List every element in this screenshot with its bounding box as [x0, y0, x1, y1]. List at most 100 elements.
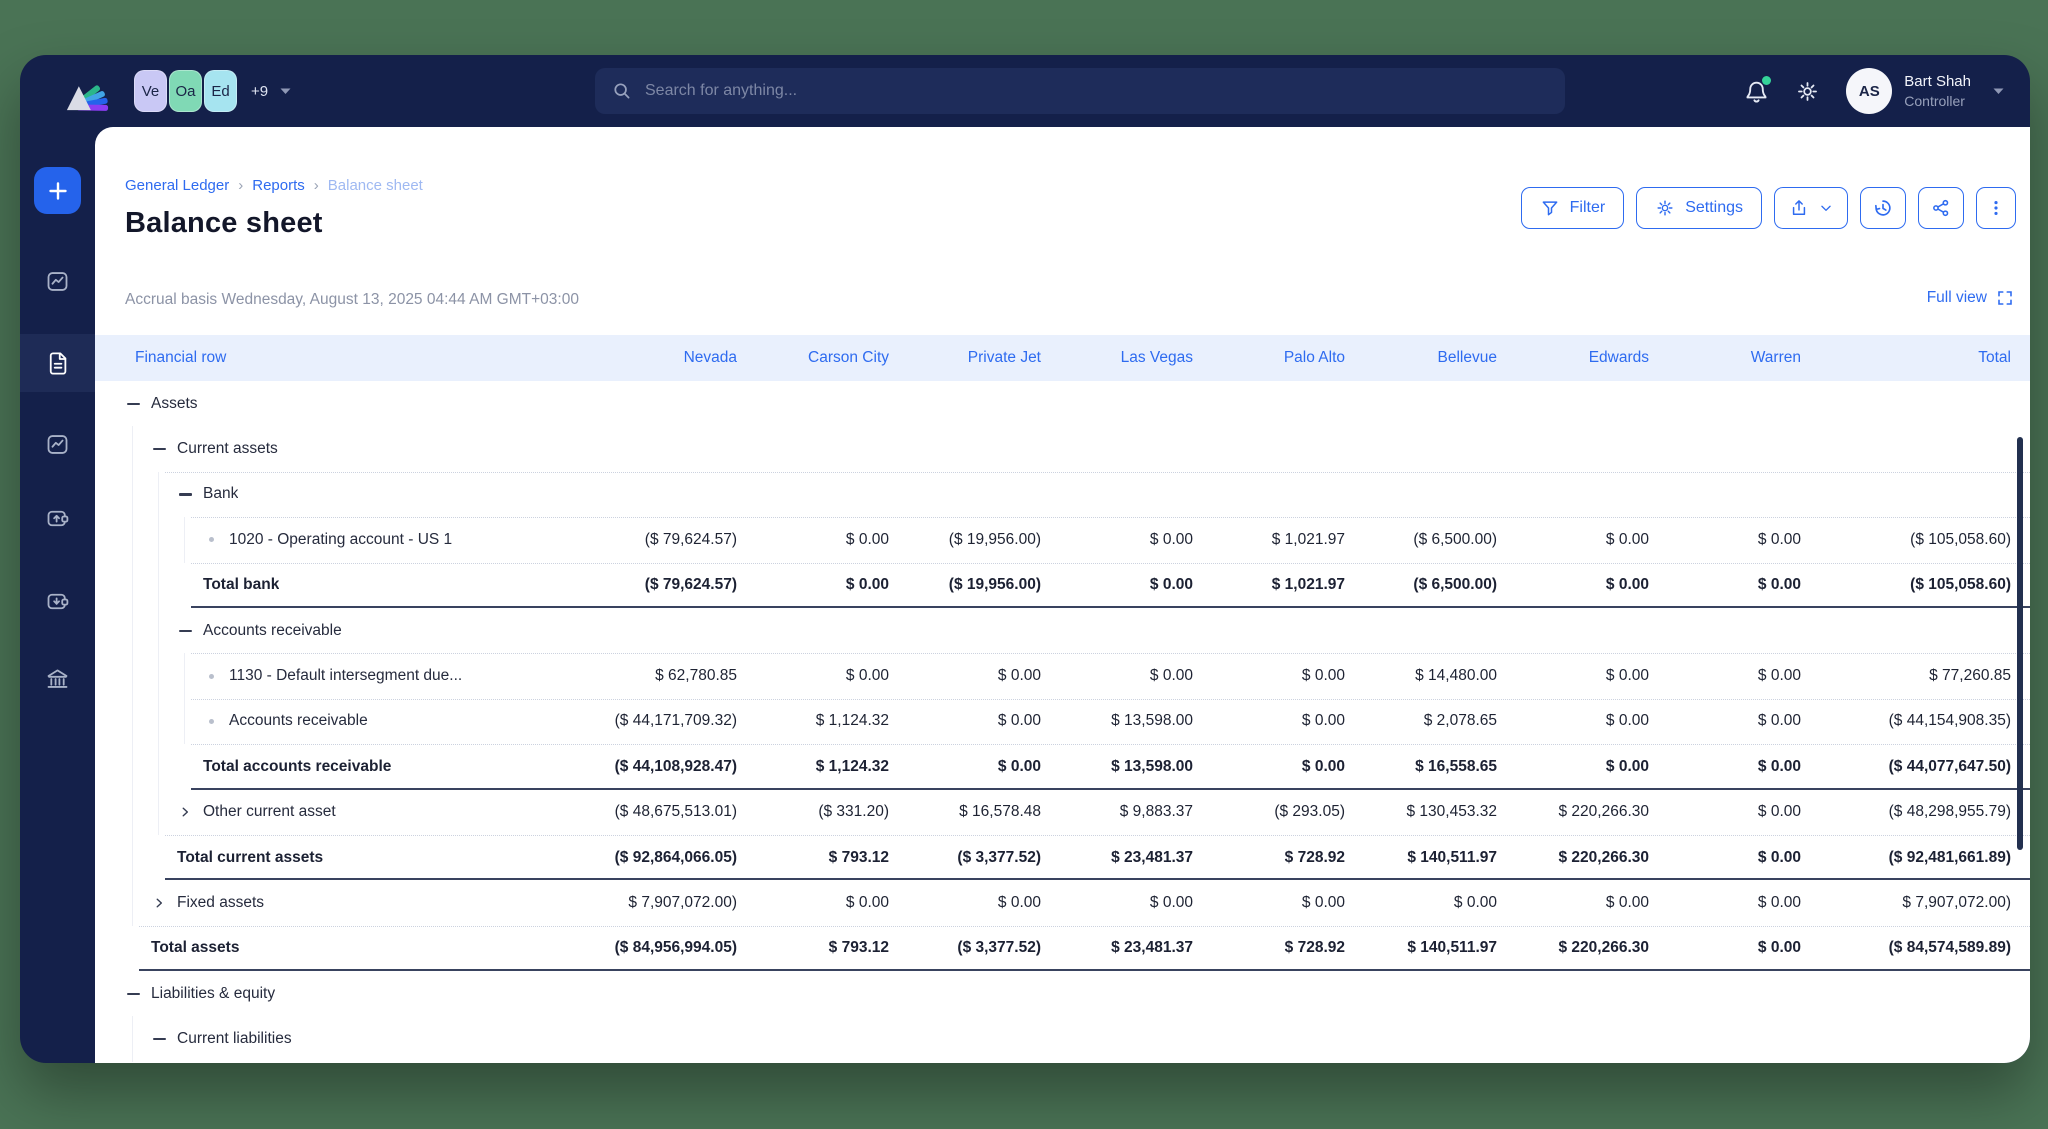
cell-warren: $ 0.00: [1757, 803, 1801, 821]
cell-carson-city: $ 793.12: [828, 939, 889, 957]
cell-carson-city: $ 0.00: [845, 530, 889, 548]
cell-edwards: $ 220,266.30: [1558, 803, 1649, 821]
report-settings-button[interactable]: Settings: [1636, 187, 1762, 229]
cell-edwards: $ 0.00: [1605, 712, 1649, 730]
kebab-menu-icon: [1994, 201, 1998, 215]
collapse-toggle-icon[interactable]: [125, 986, 141, 1002]
row-label[interactable]: 1020 - Operating account - US 1: [229, 530, 453, 548]
column-header-total[interactable]: Total: [1978, 349, 2011, 366]
row-label[interactable]: 1130 - Default intersegment due...: [229, 667, 463, 685]
collapse-toggle-icon[interactable]: [125, 396, 141, 412]
cell-warren: $ 0.00: [1757, 848, 1801, 866]
tree-guide-line: [158, 517, 159, 563]
cell-warren: $ 0.00: [1757, 757, 1801, 775]
tree-guide-line: [158, 653, 159, 699]
collapse-toggle-icon[interactable]: [151, 441, 167, 457]
sidebar-item-reports[interactable]: [20, 334, 95, 392]
expand-toggle-icon[interactable]: [177, 804, 193, 820]
row-label[interactable]: Accounts receivable: [203, 621, 342, 639]
tree-guide-line: [132, 1016, 133, 1062]
table-row-current-liabilities: Current liabilities: [95, 1016, 2030, 1062]
breadcrumb: General Ledger › Reports › Balance sheet: [125, 177, 423, 194]
full-view-button[interactable]: Full view: [1927, 289, 2014, 307]
share-button[interactable]: [1918, 187, 1964, 229]
sidebar-item-banking[interactable]: [20, 649, 95, 707]
cell-carson-city: $ 793.12: [828, 848, 889, 866]
settings-menu-button[interactable]: [1795, 79, 1820, 104]
row-label[interactable]: Accounts receivable: [229, 712, 368, 730]
cell-las-vegas: $ 9,883.37: [1119, 803, 1193, 821]
expand-icon: [1998, 291, 2012, 305]
row-label[interactable]: Bank: [203, 485, 239, 503]
row-label[interactable]: Assets: [151, 394, 198, 412]
tree-guide-line: [132, 607, 133, 654]
column-header-palo-alto[interactable]: Palo Alto: [1283, 349, 1345, 366]
column-header-private-jet[interactable]: Private Jet: [967, 349, 1041, 366]
bell-icon: [1746, 81, 1767, 102]
row-label[interactable]: Current assets: [177, 440, 278, 458]
table-row-1130-default-intersegment-due: 1130 - Default intersegment due... $ 62,7…: [95, 653, 2030, 699]
row-label[interactable]: Fixed assets: [177, 893, 265, 911]
cell-private-jet: $ 16,578.48: [959, 803, 1041, 821]
breadcrumb-link-reports[interactable]: Reports: [252, 177, 305, 194]
history-button[interactable]: [1860, 187, 1906, 229]
collapse-toggle-icon[interactable]: [177, 486, 193, 502]
column-header-nevada[interactable]: Nevada: [683, 349, 737, 366]
entity-chip-ed[interactable]: Ed: [204, 70, 237, 112]
user-menu[interactable]: AS Bart Shah Controller: [1846, 68, 2004, 114]
export-button[interactable]: [1774, 187, 1848, 229]
cell-palo-alto: $ 0.00: [1301, 667, 1345, 685]
brand-logo[interactable]: [64, 68, 110, 114]
line-chart-icon: [47, 434, 68, 454]
sidebar-item-payments-in[interactable]: [20, 572, 95, 630]
row-label[interactable]: Current liabilities: [177, 1030, 292, 1048]
collapse-toggle-icon[interactable]: [177, 623, 193, 639]
tree-guide-line: [132, 698, 133, 745]
sidebar-item-analytics[interactable]: [20, 415, 95, 473]
cell-palo-alto: $ 728.92: [1284, 939, 1345, 957]
search-input[interactable]: [645, 82, 1549, 100]
scrollbar-thumb[interactable]: [2017, 437, 2023, 850]
expand-toggle-icon[interactable]: [151, 895, 167, 911]
export-icon: [1792, 200, 1806, 215]
table-row-other-current-asset: Other current asset ($ 48,675,513.01) ($ 3…: [95, 789, 2030, 835]
tree-guide-line: [132, 562, 133, 608]
collapse-toggle-icon[interactable]: [151, 1031, 167, 1047]
entity-chip-oa[interactable]: Oa: [169, 70, 202, 112]
row-label[interactable]: Other current asset: [203, 803, 336, 821]
table-row-1020-operating-account-us-1: 1020 - Operating account - US 1 ($ 79,624…: [95, 517, 2030, 563]
entity-chip-ve[interactable]: Ve: [134, 70, 167, 112]
column-header-warren[interactable]: Warren: [1750, 349, 1801, 366]
entity-switcher-caret-icon[interactable]: [280, 88, 291, 95]
entity-overflow-count[interactable]: +9: [251, 82, 269, 100]
cell-nevada: ($ 84,956,994.05): [614, 939, 737, 957]
column-header-financial-row[interactable]: Financial row: [135, 349, 227, 366]
tree-guide-line: [132, 744, 133, 790]
more-actions-button[interactable]: [1976, 187, 2016, 229]
column-header-las-vegas[interactable]: Las Vegas: [1120, 349, 1193, 366]
sidebar-item-payments-out[interactable]: [20, 489, 95, 547]
cell-carson-city: $ 0.00: [845, 893, 889, 911]
cell-palo-alto: ($ 293.05): [1274, 803, 1345, 821]
row-label[interactable]: Liabilities & equity: [151, 984, 276, 1002]
breadcrumb-link-general-ledger[interactable]: General Ledger: [125, 177, 230, 194]
column-header-bellevue[interactable]: Bellevue: [1437, 349, 1497, 366]
sidebar-item-add[interactable]: [34, 167, 81, 214]
tree-guide-line: [132, 426, 133, 472]
table-row-liabilities-equity: Liabilities & equity: [95, 971, 2030, 1016]
history-icon: [1875, 200, 1891, 216]
cell-nevada: ($ 48,675,513.01): [614, 803, 737, 821]
cell-private-jet: ($ 19,956.00): [948, 576, 1041, 594]
tree-guide-line: [184, 698, 185, 745]
filter-button[interactable]: Filter: [1520, 187, 1625, 229]
column-header-edwards[interactable]: Edwards: [1588, 349, 1649, 366]
notifications-button[interactable]: [1744, 75, 1772, 104]
cell-private-jet: $ 0.00: [997, 712, 1041, 730]
share-nodes-icon: [1933, 199, 1949, 217]
column-header-carson-city[interactable]: Carson City: [808, 349, 889, 366]
cell-total: ($ 92,481,661.89): [1888, 848, 2011, 866]
notification-dot: [1762, 75, 1772, 85]
cell-warren: $ 0.00: [1757, 712, 1801, 730]
sidebar-item-dashboard[interactable]: [20, 252, 95, 310]
cell-total: ($ 105,058.60): [1910, 530, 2011, 548]
